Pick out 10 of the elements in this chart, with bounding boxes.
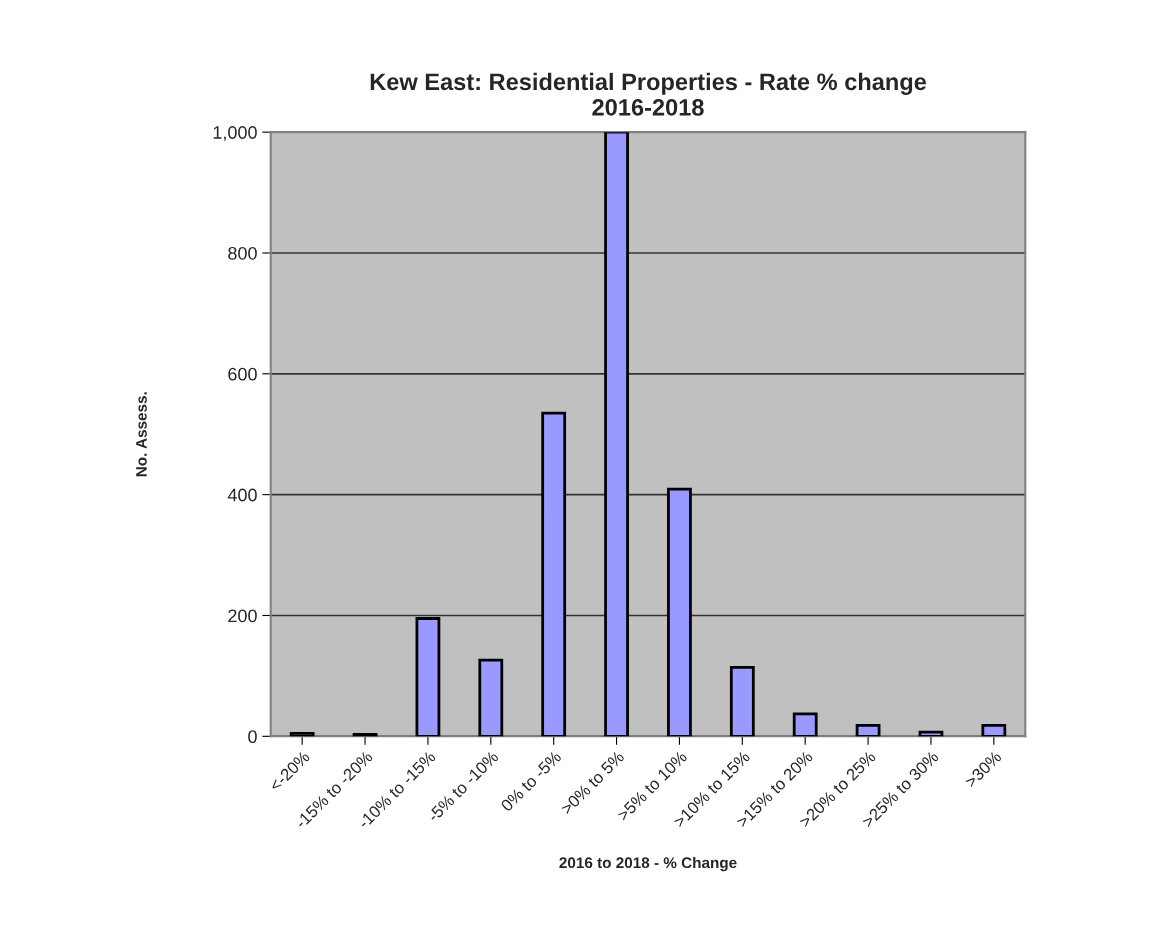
- x-tick-label: 0% to -5%: [500, 750, 562, 813]
- y-tick-label: 600: [228, 367, 257, 381]
- y-axis-title: No. Assess.: [136, 392, 147, 477]
- y-tick-label: 200: [228, 609, 257, 623]
- x-axis-title: 2016 to 2018 - % Change: [559, 856, 737, 872]
- y-tick-label: 0: [248, 730, 257, 744]
- y-tick-label: 800: [228, 246, 257, 260]
- y-tick-label: 400: [227, 488, 257, 502]
- chart-title: Kew East: Residential Properties - Rate % change 2016-2018: [370, 72, 927, 116]
- y-tick-label: 1,000: [213, 126, 257, 142]
